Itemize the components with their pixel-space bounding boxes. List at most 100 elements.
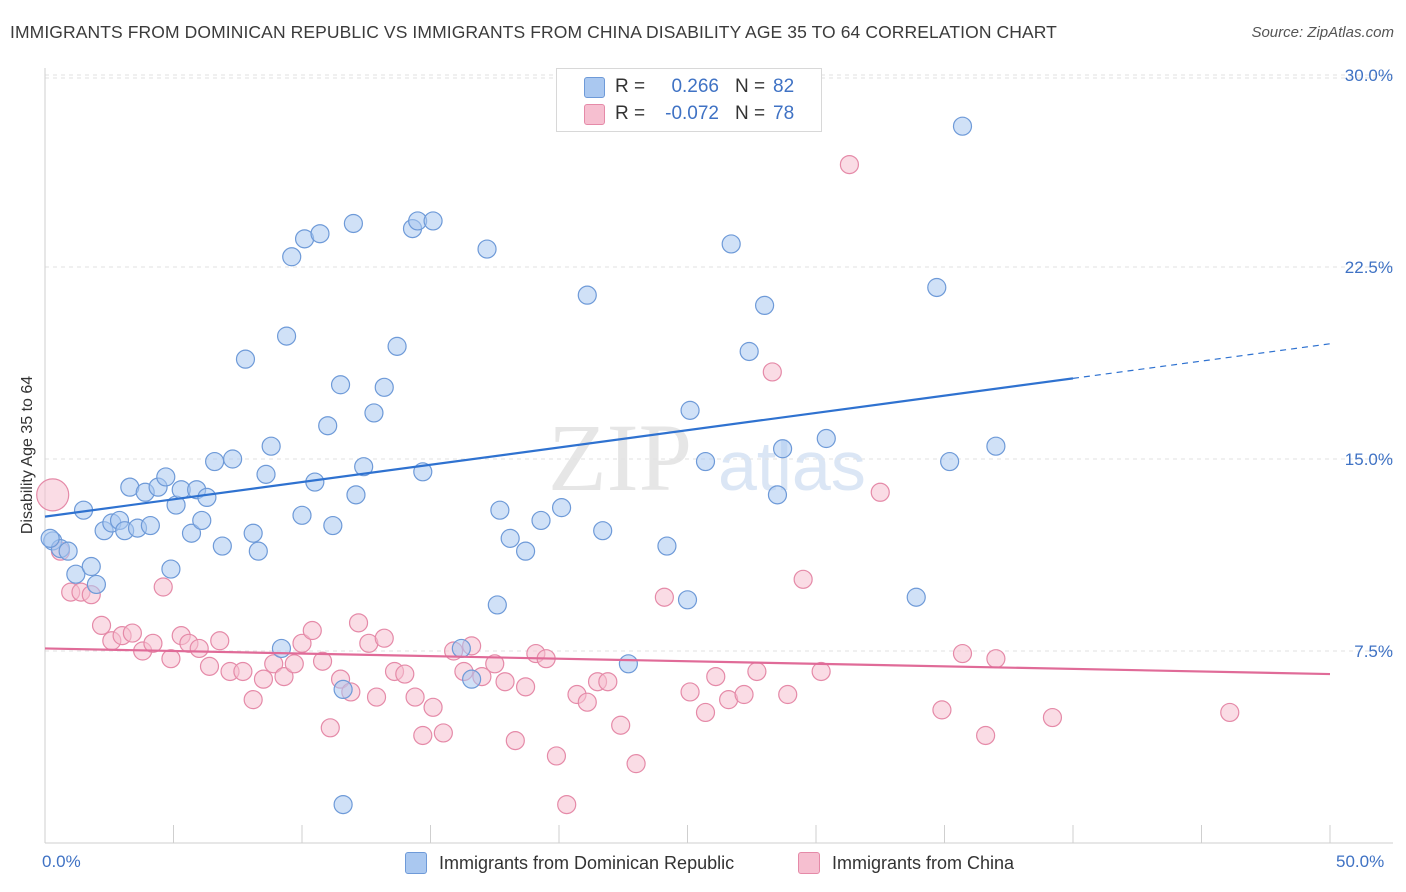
dominican-point	[323, 515, 343, 536]
dominican-points	[40, 116, 1006, 815]
dominican-point	[695, 451, 716, 472]
dominican-point	[451, 638, 471, 659]
dominican-point	[310, 224, 330, 244]
r-value-pink: -0.072	[665, 102, 719, 124]
dominican-point	[374, 377, 394, 397]
dominican-point	[952, 116, 973, 136]
china-point	[366, 687, 387, 707]
dominican-point	[657, 536, 677, 556]
dominican-point	[772, 439, 793, 459]
dominican-point	[181, 523, 202, 543]
china-point	[91, 615, 112, 636]
dominican-point	[767, 485, 788, 505]
china-point	[433, 723, 453, 743]
dominican-point	[318, 416, 338, 436]
dominican-point	[333, 794, 353, 815]
dominican-point	[40, 528, 60, 548]
dominican-point	[235, 349, 256, 369]
dominican-point	[387, 336, 407, 356]
china-point	[495, 672, 515, 692]
dominican-point	[364, 403, 384, 423]
dominican-point	[680, 400, 700, 420]
china-point	[839, 155, 860, 175]
dominican-trend-line	[44, 377, 1074, 518]
china-point	[348, 613, 369, 633]
dominican-point	[490, 500, 510, 520]
legend-swatch-pink	[798, 852, 820, 874]
china-point	[405, 687, 425, 707]
china-point	[253, 669, 274, 689]
china-point	[778, 684, 798, 705]
china-point	[986, 649, 1006, 669]
china-point	[654, 587, 674, 607]
china-point	[36, 478, 70, 512]
dominican-point	[333, 679, 353, 700]
r-label: R =	[615, 75, 646, 97]
dominican-point	[256, 464, 276, 484]
china-point	[374, 628, 394, 648]
china-point	[1042, 707, 1063, 728]
dominican-point	[618, 654, 638, 674]
china-point	[546, 746, 567, 766]
y-tick-labels: 7.5% 15.0% 22.5% 30.0%	[1345, 66, 1393, 661]
legend-item-china: Immigrants from China	[798, 852, 1014, 874]
dominican-point	[276, 326, 297, 346]
china-point	[870, 482, 890, 502]
y-tick-label: 22.5%	[1345, 258, 1393, 277]
n-value-blue: 82	[773, 75, 795, 97]
dominican-point	[192, 510, 212, 531]
watermark-atlas: atlas	[718, 427, 866, 505]
dominican-point	[223, 449, 243, 469]
dominican-point	[816, 428, 836, 449]
dominican-point	[986, 436, 1006, 456]
chart-title: IMMIGRANTS FROM DOMINICAN REPUBLIC VS IM…	[10, 22, 1057, 42]
china-point	[199, 656, 220, 676]
china-point	[793, 569, 813, 589]
china-point	[153, 577, 173, 597]
legend-swatch-blue	[405, 852, 427, 874]
legend-label-dominican: Immigrants from Dominican Republic	[439, 852, 735, 873]
y-tick-label: 7.5%	[1354, 642, 1393, 661]
china-point	[762, 362, 782, 382]
n-label: N =	[735, 75, 766, 97]
china-point	[264, 654, 284, 674]
china-point	[423, 697, 443, 717]
dominican-point	[81, 556, 101, 577]
dominican-point	[551, 498, 572, 518]
dominican-trend-extension	[1072, 343, 1331, 379]
watermark: ZIP atlas	[548, 404, 866, 511]
dominican-point	[261, 436, 281, 456]
x-tick-min: 0.0%	[42, 852, 81, 871]
china-point	[598, 672, 618, 692]
china-point	[233, 661, 253, 682]
china-point	[932, 700, 952, 720]
china-point	[243, 690, 263, 710]
china-trend-line	[44, 647, 1331, 676]
dominican-point	[346, 485, 366, 505]
dominican-point	[212, 536, 232, 556]
pink-swatch	[584, 104, 605, 125]
blue-swatch	[584, 77, 605, 98]
trend-lines	[44, 343, 1331, 676]
china-point	[505, 730, 525, 751]
dominican-point	[161, 559, 181, 579]
china-point	[395, 664, 415, 684]
china-point	[320, 718, 340, 738]
dominican-point	[205, 451, 225, 472]
dominican-point	[292, 505, 312, 525]
dominican-point	[531, 510, 551, 531]
china-point	[302, 620, 322, 641]
dominican-point	[477, 239, 497, 259]
source-label: Source: ZipAtlas.com	[1251, 24, 1394, 41]
china-point	[747, 661, 767, 682]
dominican-point	[140, 515, 160, 536]
dominican-point	[282, 247, 302, 267]
china-point	[122, 623, 142, 643]
dominican-point	[577, 285, 597, 305]
watermark-zip: ZIP	[548, 404, 692, 511]
china-point	[976, 725, 996, 746]
dominican-point	[754, 295, 775, 315]
china-point	[706, 666, 726, 687]
dominican-point	[271, 638, 292, 659]
dominican-point	[906, 587, 926, 607]
